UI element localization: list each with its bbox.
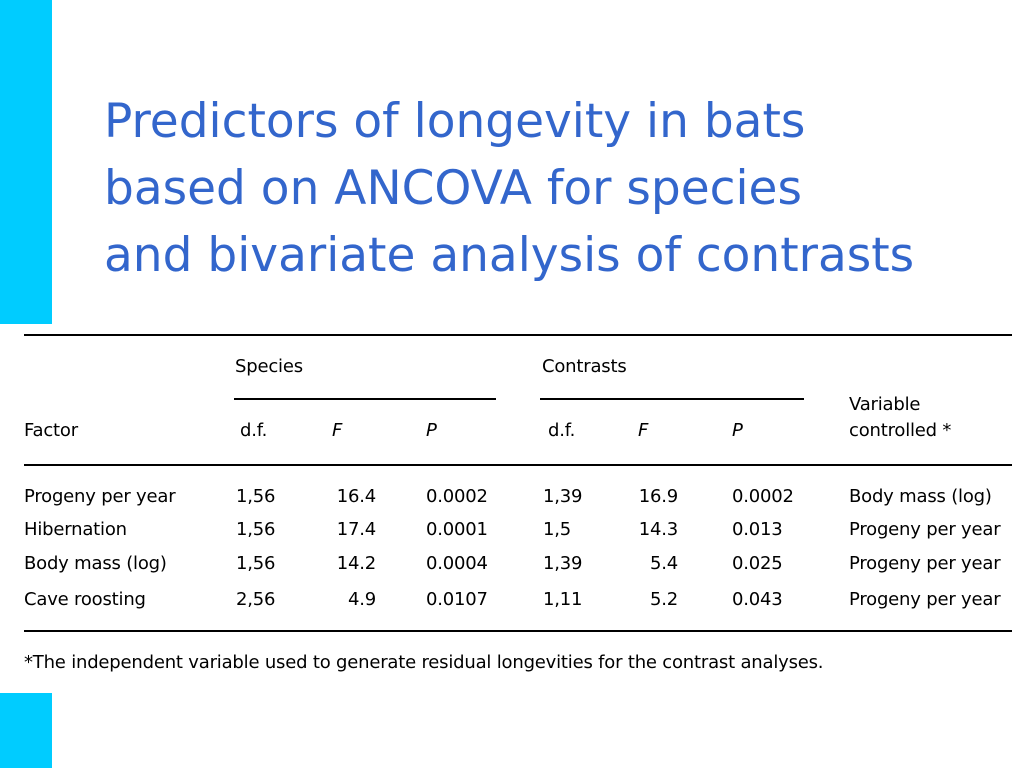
accent-bar-top (0, 0, 52, 324)
col-header-species-p: P (426, 420, 437, 441)
row-2-controlled: Progeny per year (849, 519, 1001, 540)
row-1-contrasts-df: 1,39 (543, 486, 583, 507)
row-3-contrasts-f: 5.4 (649, 553, 678, 574)
table-bottom-rule (24, 630, 1012, 632)
row-3-contrasts-df: 1,39 (543, 553, 583, 574)
table-footnote: *The independent variable used to genera… (24, 652, 824, 673)
row-2-species-f: 17.4 (336, 519, 376, 540)
row-3-controlled: Progeny per year (849, 553, 1001, 574)
row-4-species-f: 4.9 (347, 589, 376, 610)
title-line-2: based on ANCOVA for species (104, 161, 802, 216)
table-top-rule (24, 334, 1012, 336)
row-4-factor: Cave roosting (24, 589, 146, 610)
row-1-factor: Progeny per year (24, 486, 176, 507)
slide-title: Predictors of longevity in bats based on… (104, 88, 1004, 289)
row-1-contrasts-f: 16.9 (638, 486, 678, 507)
row-4-contrasts-f: 5.2 (649, 589, 678, 610)
row-2-species-p: 0.0001 (426, 519, 488, 540)
species-group-rule (234, 398, 496, 400)
col-header-species-f: F (332, 420, 343, 441)
row-3-contrasts-p: 0.025 (732, 553, 783, 574)
row-1-species-p: 0.0002 (426, 486, 488, 507)
species-group-header: Species (235, 356, 303, 377)
col-header-species-df: d.f. (240, 420, 268, 441)
row-3-species-p: 0.0004 (426, 553, 488, 574)
row-1-controlled: Body mass (log) (849, 486, 992, 507)
row-2-contrasts-f: 14.3 (638, 519, 678, 540)
row-3-species-f: 14.2 (336, 553, 376, 574)
col-header-contrasts-p: P (732, 420, 743, 441)
title-line-3: and bivariate analysis of contrasts (104, 228, 915, 283)
row-4-contrasts-p: 0.043 (732, 589, 783, 610)
row-4-contrasts-df: 1,11 (543, 589, 583, 610)
row-1-species-df: 1,56 (236, 486, 276, 507)
table-header-rule (24, 464, 1012, 466)
row-4-species-df: 2,56 (236, 589, 276, 610)
row-4-controlled: Progeny per year (849, 589, 1001, 610)
row-3-species-df: 1,56 (236, 553, 276, 574)
row-2-species-df: 1,56 (236, 519, 276, 540)
col-header-controlled-line1: Variable (849, 394, 921, 415)
contrasts-group-header: Contrasts (542, 356, 627, 377)
row-1-contrasts-p: 0.0002 (732, 486, 794, 507)
col-header-contrasts-f: F (638, 420, 649, 441)
row-3-factor: Body mass (log) (24, 553, 167, 574)
accent-bar-bottom (0, 693, 52, 768)
row-2-factor: Hibernation (24, 519, 127, 540)
contrasts-group-rule (540, 398, 804, 400)
title-line-1: Predictors of longevity in bats (104, 94, 806, 149)
col-header-factor: Factor (24, 420, 78, 441)
row-2-contrasts-df: 1,5 (543, 519, 572, 540)
col-header-contrasts-df: d.f. (548, 420, 576, 441)
col-header-controlled-line2: controlled * (849, 420, 952, 441)
row-2-contrasts-p: 0.013 (732, 519, 783, 540)
row-4-species-p: 0.0107 (426, 589, 488, 610)
row-1-species-f: 16.4 (336, 486, 376, 507)
